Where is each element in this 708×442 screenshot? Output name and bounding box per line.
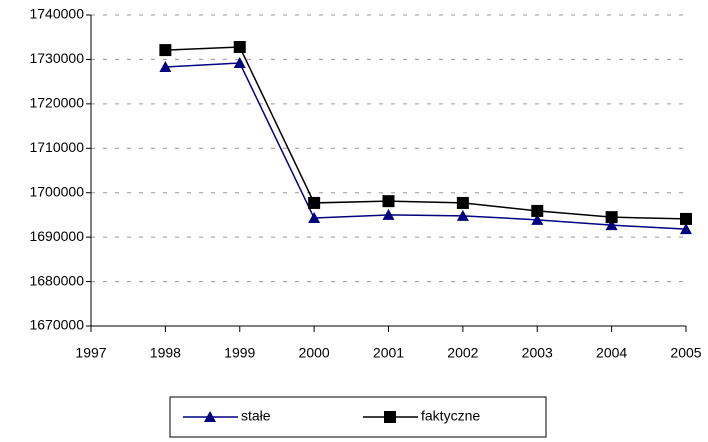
- x-tick-label: 2004: [596, 345, 627, 361]
- marker: [605, 219, 618, 231]
- y-tick-label: 1740000: [29, 6, 84, 22]
- marker: [204, 411, 216, 422]
- marker: [308, 196, 321, 209]
- series-line: [165, 62, 687, 230]
- x-tick-label: 1997: [75, 345, 106, 361]
- marker: [308, 212, 321, 224]
- y-tick-label: 1680000: [29, 272, 84, 288]
- y-tick-label: 1700000: [29, 183, 84, 199]
- y-tick-label: 1690000: [29, 228, 84, 244]
- x-tick-label: 2005: [670, 345, 701, 361]
- marker: [384, 411, 396, 423]
- marker: [159, 44, 172, 57]
- marker: [233, 56, 246, 68]
- marker: [382, 208, 395, 220]
- marker: [456, 196, 469, 209]
- marker: [159, 60, 172, 72]
- x-tick-label: 2000: [299, 345, 330, 361]
- legend: stałe faktyczne: [169, 396, 547, 438]
- legend-label: stałe: [241, 408, 271, 424]
- y-tick-label: 1670000: [29, 317, 84, 333]
- x-tick-label: 2003: [522, 345, 553, 361]
- y-tick-label: 1730000: [29, 50, 84, 66]
- legend-label: faktyczne: [421, 408, 480, 424]
- marker: [531, 204, 544, 217]
- y-tick-label: 1710000: [29, 139, 84, 155]
- marker: [382, 195, 395, 208]
- x-tick-label: 1998: [150, 345, 181, 361]
- marker: [605, 211, 618, 224]
- x-tick-label: 2002: [447, 345, 478, 361]
- marker: [531, 213, 544, 225]
- x-tick-label: 2001: [373, 345, 404, 361]
- marker: [680, 212, 692, 225]
- series-line: [165, 46, 687, 220]
- marker: [456, 209, 469, 221]
- x-tick-label: 1999: [224, 345, 255, 361]
- y-tick-label: 1720000: [29, 95, 84, 111]
- marker: [233, 40, 246, 53]
- marker: [680, 223, 692, 235]
